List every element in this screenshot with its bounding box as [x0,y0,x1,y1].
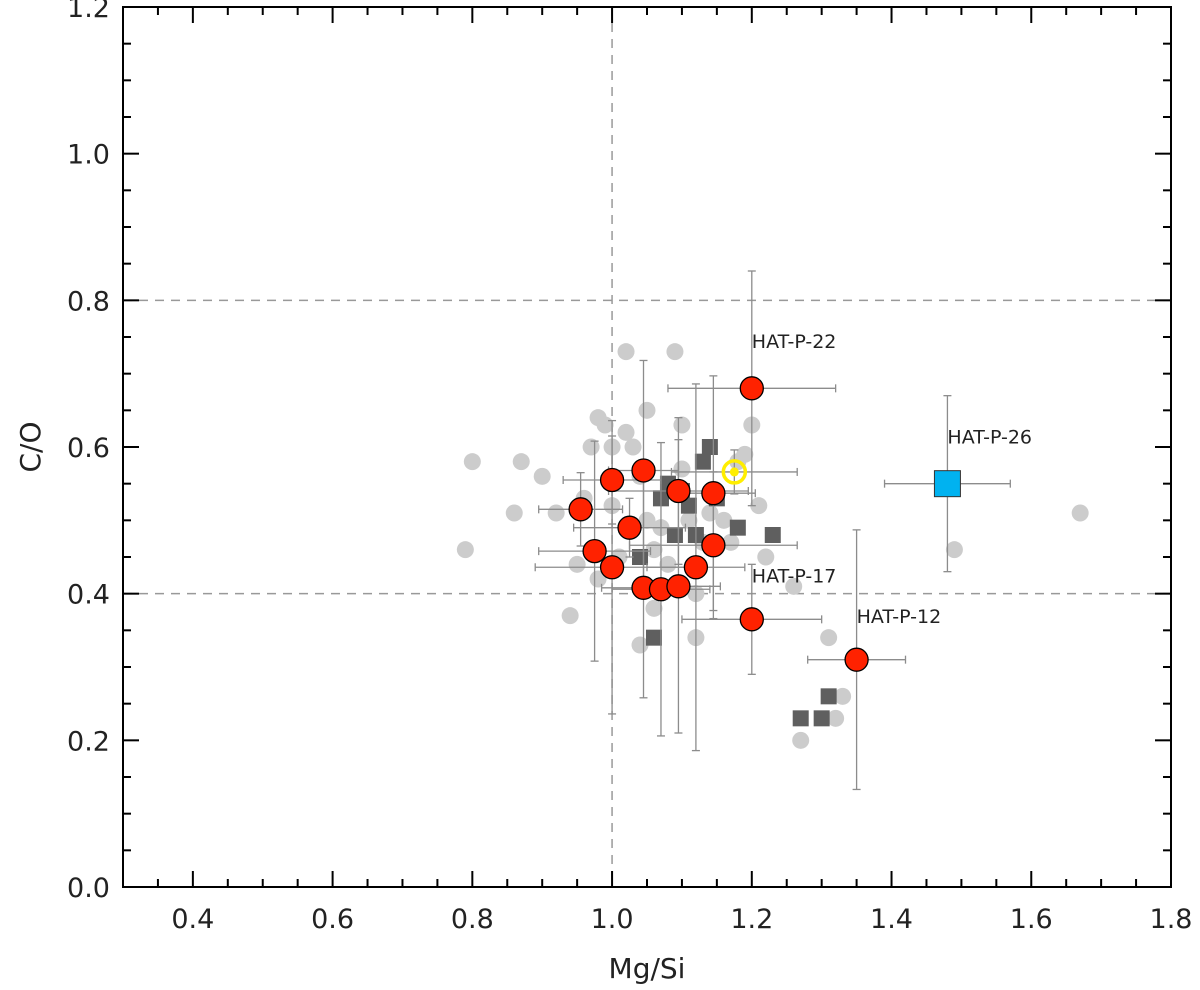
y-tick-label: 0.8 [67,286,110,317]
x-tick-label: 0.6 [311,904,354,935]
dark-square-point [820,688,837,705]
point-annotation: HAT-P-22 [752,331,837,353]
dark-square-point [813,710,830,727]
y-tick-label: 0.2 [67,726,110,757]
light-data-point [645,599,663,617]
sun-ring-marker [721,459,748,485]
light-data-point [505,504,523,522]
y-tick-label: 0.6 [67,433,110,464]
red-data-point [739,607,764,632]
light-data-point [834,687,852,705]
x-tick-label: 1.4 [870,904,913,935]
light-data-point [589,570,607,588]
red-data-point [683,555,709,580]
red-data-point [666,478,691,504]
annotations-layer: HAT-P-22 HAT-P-26 HAT-P-17 HAT-P-12 [752,331,1032,628]
dark-square-point [645,629,662,646]
light-data-point [736,445,754,463]
light-data-point [827,709,845,727]
red-data-point [739,376,764,401]
red-data-point [599,555,625,580]
red-data-point [617,515,642,540]
light-data-point [673,416,691,434]
light-data-point [701,504,719,522]
x-tick-label: 1.2 [730,904,773,935]
dark-square-point [694,453,711,470]
light-data-point [456,541,474,559]
light-data-point [715,511,733,529]
light-data-point [617,343,635,361]
light-data-point [617,423,635,441]
light-data-point [645,541,663,559]
sun-center-marker [729,467,739,477]
axis-ticks: 0.4 0.6 0.8 1.0 1.2 1.4 1.6 1.8 0.0 0.2 0.4 0.6 0.8 1… [67,0,1192,935]
light-data-point [680,511,698,529]
red-data-point [666,574,691,599]
light-data-point [750,497,768,515]
point-annotation: HAT-P-17 [752,566,837,588]
x-axis-label: Mg/Si [609,952,686,985]
x-tick-label: 0.8 [451,904,494,935]
light-points-layer [456,343,1089,749]
blue-square-point [933,470,961,498]
light-data-point [638,401,656,419]
light-data-point [722,533,740,551]
dark-square-point [764,527,781,543]
highlight-markers-layer [568,376,961,672]
light-data-point [659,555,677,573]
point-annotation: HAT-P-26 [947,426,1032,448]
red-data-point [599,467,625,493]
point-annotation: HAT-P-12 [857,606,942,628]
light-data-point [568,555,586,573]
light-data-point [673,460,691,478]
light-data-point [757,548,775,566]
light-data-point [785,577,803,595]
dark-square-point [666,527,683,543]
light-data-point [624,438,642,456]
light-data-point [820,629,838,647]
light-data-point [666,343,684,361]
dark-square-point [792,710,809,727]
light-data-point [582,438,600,456]
dark-square-point [729,519,746,536]
dark-square-point [680,497,697,514]
red-data-point [631,458,656,483]
y-tick-label: 0.4 [67,580,110,611]
red-data-point [844,647,869,672]
light-data-point [945,541,963,559]
x-tick-label: 1.8 [1150,904,1193,935]
x-tick-label: 0.4 [171,904,214,935]
light-data-point [792,731,810,749]
red-data-point [568,497,593,522]
y-axis-label: C/O [14,421,47,472]
light-data-point [596,416,614,434]
light-data-point [631,636,649,654]
x-tick-label: 1.0 [591,904,634,935]
light-data-point [463,453,481,471]
light-data-point [1071,504,1089,522]
dark-square-point [701,439,718,455]
x-tick-label: 1.6 [1010,904,1053,935]
red-data-point [582,538,607,564]
red-data-point [701,533,726,558]
y-tick-label: 1.0 [67,140,110,171]
light-data-point [547,504,565,522]
light-data-point [561,607,579,625]
light-data-point [533,467,551,485]
y-tick-label: 1.2 [67,0,110,24]
y-tick-label: 0.0 [67,873,110,904]
light-data-point [638,511,656,529]
red-data-point [701,481,726,506]
light-data-point [512,453,530,471]
